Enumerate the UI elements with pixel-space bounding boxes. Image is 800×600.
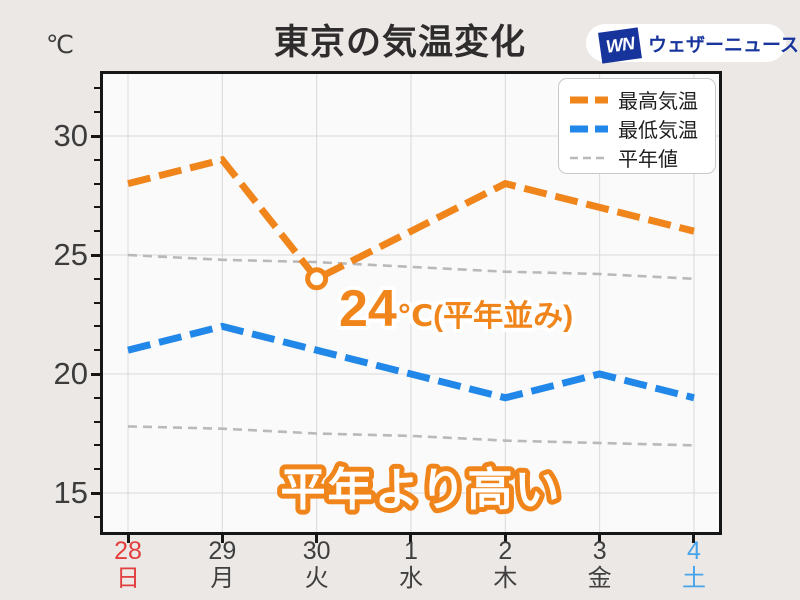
y-major-tick-30 — [91, 134, 100, 138]
y-minor-tick-32 — [94, 87, 100, 90]
x-major-tick-2 — [503, 535, 507, 543]
legend-label-max: 最高気温 — [618, 91, 698, 113]
legend-label-normal: 平年値 — [618, 149, 678, 171]
x-weekday: 土 — [681, 565, 706, 592]
x-weekday: 火 — [304, 565, 329, 592]
legend-min-line-icon — [570, 125, 608, 132]
y-axis-label-20: 20 — [53, 356, 88, 391]
y-minor-tick-31 — [94, 111, 100, 114]
x-weekday: 水 — [398, 565, 423, 592]
y-minor-tick-22 — [94, 325, 100, 328]
y-minor-tick-26 — [94, 230, 100, 233]
x-major-tick-1 — [409, 535, 413, 543]
legend: 最高気温 最低気温 平年値 — [558, 78, 716, 174]
x-major-tick-3 — [598, 535, 602, 543]
y-minor-tick-23 — [94, 301, 100, 304]
x-date: 30 — [302, 537, 331, 565]
y-minor-tick-28 — [94, 182, 100, 185]
y-major-tick-15 — [91, 491, 100, 495]
highlight-annotation-text: 24℃(平年並み) — [339, 280, 573, 338]
y-axis-label-25: 25 — [53, 237, 88, 272]
x-weekday: 金 — [587, 565, 612, 592]
y-minor-tick-21 — [94, 349, 100, 352]
y-minor-tick-24 — [94, 277, 100, 280]
temperature-chart: 24℃(平年並み) 平年より高い — [103, 74, 719, 532]
x-major-tick-28 — [126, 535, 130, 543]
legend-item-normal: 平年値 — [569, 143, 705, 172]
wn-logo-icon: WN — [598, 27, 642, 64]
y-minor-tick-19 — [94, 396, 100, 399]
x-date: 2 — [498, 537, 513, 565]
x-weekday: 月 — [210, 565, 235, 592]
y-minor-tick-18 — [94, 420, 100, 423]
x-major-tick-4 — [692, 535, 696, 543]
y-minor-tick-16 — [94, 468, 100, 471]
x-weekday: 木 — [493, 565, 518, 592]
y-axis-label-15: 15 — [53, 475, 88, 510]
legend-item-max-temp: 最高気温 — [569, 85, 705, 114]
x-major-tick-30 — [315, 535, 319, 543]
legend-max-line-icon — [570, 96, 608, 103]
y-minor-tick-17 — [94, 444, 100, 447]
x-axis-label-day-30: 30 火 — [282, 537, 352, 593]
x-axis-label-day-28: 28 日 — [93, 537, 163, 593]
legend-label-min: 最低気温 — [618, 120, 698, 142]
weathernews-logo: WN ウェザーニュース — [586, 24, 799, 64]
x-major-tick-29 — [220, 535, 224, 543]
y-axis-label-30: 30 — [53, 118, 88, 153]
highlight-suffix: ℃(平年並み) — [397, 300, 573, 333]
highlight-point-marker — [305, 267, 329, 291]
x-weekday: 日 — [116, 565, 140, 592]
x-date: 1 — [404, 537, 418, 565]
highlight-value: 24 — [339, 280, 397, 338]
y-major-tick-25 — [91, 253, 100, 257]
x-date: 4 — [687, 537, 701, 565]
y-minor-tick-27 — [94, 206, 100, 209]
legend-normal-line-icon — [570, 156, 608, 159]
series-lines — [127, 155, 695, 447]
legend-item-min-temp: 最低気温 — [569, 114, 705, 143]
logo-brand-name: ウェザーニュース — [648, 34, 800, 56]
comparison-annotation-text: 平年より高い — [280, 464, 561, 515]
x-axis-label-day-29: 29 月 — [187, 537, 257, 593]
x-date: 3 — [592, 537, 607, 565]
y-axis-unit-label: ℃ — [46, 31, 75, 59]
x-date: 29 — [208, 537, 237, 565]
y-minor-tick-14 — [94, 515, 100, 518]
page-title: 東京の気温変化 — [273, 23, 527, 62]
y-minor-tick-29 — [94, 158, 100, 161]
wn-logo-text: WN — [604, 33, 636, 57]
x-date: 28 — [114, 537, 142, 565]
y-major-tick-20 — [91, 372, 100, 376]
